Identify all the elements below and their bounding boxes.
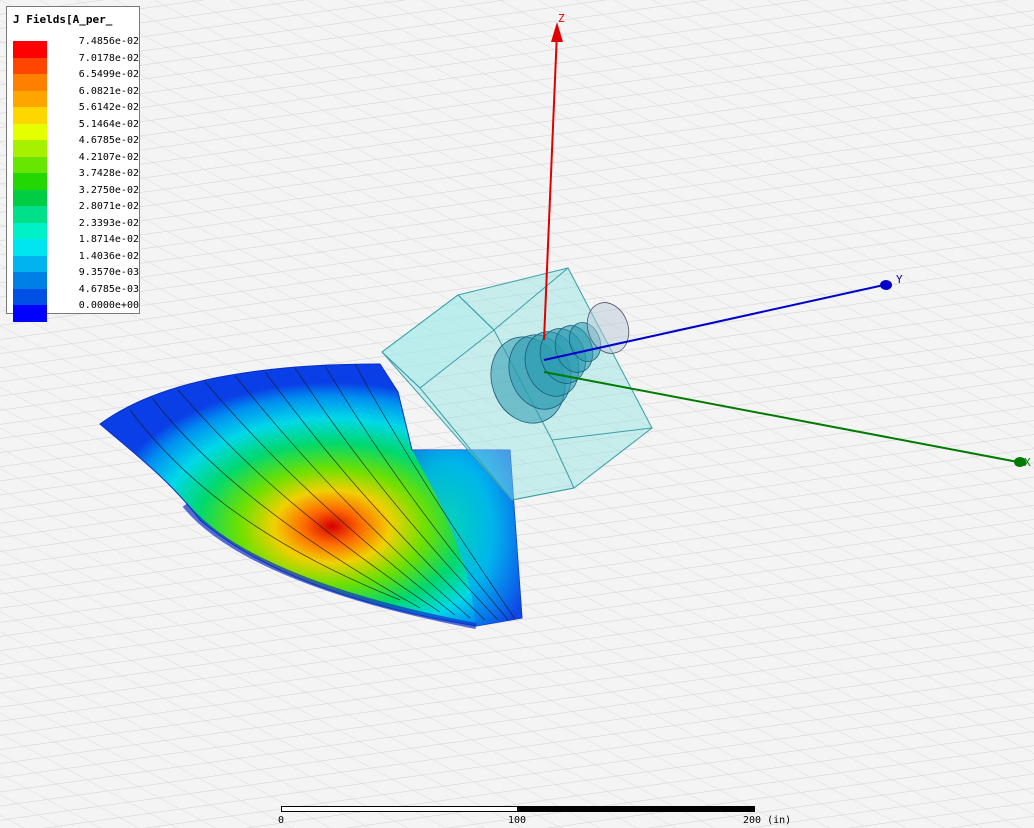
y-axis-label: Y bbox=[896, 273, 903, 286]
legend-value: 5.1464e-02 bbox=[78, 118, 139, 130]
legend-swatch bbox=[13, 90, 47, 107]
legend-swatch bbox=[13, 239, 47, 256]
legend-swatch bbox=[13, 255, 47, 272]
legend-value: 3.7428e-02 bbox=[78, 168, 139, 179]
scale-label-200: 200 (in) bbox=[743, 815, 792, 826]
scale-label-100: 100 bbox=[508, 815, 527, 826]
legend-swatch bbox=[13, 107, 47, 124]
legend-swatch bbox=[13, 57, 47, 74]
legend-swatch bbox=[13, 41, 47, 58]
legend-swatch bbox=[13, 222, 47, 239]
legend-value: 6.5499e-02 bbox=[78, 69, 139, 80]
y-axis-arrow bbox=[880, 280, 892, 290]
legend-value: 1.4036e-02 bbox=[78, 250, 139, 262]
reflector-field-plot[interactable] bbox=[99, 363, 523, 629]
legend-value: 4.2107e-02 bbox=[78, 151, 139, 163]
scale-bar bbox=[281, 806, 755, 814]
legend-value-list: 7.4856e-02 7.0178e-02 6.5499e-02 6.0821e-02… bbox=[51, 34, 139, 315]
z-axis-label: Z bbox=[558, 12, 565, 25]
legend-value: 9.3570e-03 bbox=[78, 267, 139, 278]
legend-value: 3.2750e-02 bbox=[78, 184, 139, 196]
legend-swatch bbox=[13, 206, 47, 223]
legend-value: 2.8071e-02 bbox=[78, 201, 139, 212]
legend-value: 4.6785e-03 bbox=[78, 283, 139, 295]
coordinate-axes bbox=[543, 22, 1026, 467]
x-axis-arrow bbox=[1014, 457, 1026, 467]
legend-value: 6.0821e-02 bbox=[78, 85, 139, 97]
legend-color-scale bbox=[13, 41, 47, 322]
x-axis-label: X bbox=[1024, 456, 1031, 469]
legend-swatch bbox=[13, 140, 47, 157]
legend-value: 7.0178e-02 bbox=[78, 52, 139, 64]
legend-value: 7.4856e-02 bbox=[78, 36, 139, 47]
z-axis-line bbox=[543, 31, 558, 341]
legend-value: 4.6785e-02 bbox=[78, 135, 139, 146]
legend-swatch bbox=[13, 123, 47, 140]
legend-value: 0.0000e+00 bbox=[78, 300, 139, 311]
z-axis-arrow bbox=[551, 22, 563, 42]
legend-swatch bbox=[13, 74, 47, 91]
legend-swatch bbox=[13, 156, 47, 173]
legend-swatch bbox=[13, 288, 47, 305]
legend-swatch bbox=[13, 173, 47, 190]
scale-label-0: 0 bbox=[278, 815, 285, 826]
y-axis-line bbox=[543, 284, 885, 361]
dish-segment-lines bbox=[129, 363, 516, 621]
field-legend: J Fields[A_per_ 7.4856e-02 7.0178e-02 6.54… bbox=[6, 6, 140, 322]
x-axis-line bbox=[543, 371, 1019, 463]
legend-value: 2.3393e-02 bbox=[78, 217, 139, 229]
scale-bar-segment-1 bbox=[281, 806, 518, 812]
scale-bar-segment-2 bbox=[518, 806, 755, 812]
legend-title: J Fields[A_per_ bbox=[13, 13, 113, 26]
legend-value: 1.8714e-02 bbox=[78, 234, 139, 245]
legend-value: 5.6142e-02 bbox=[78, 102, 139, 113]
legend-swatch bbox=[13, 305, 47, 322]
legend-swatch bbox=[13, 272, 47, 289]
legend-swatch bbox=[13, 189, 47, 206]
